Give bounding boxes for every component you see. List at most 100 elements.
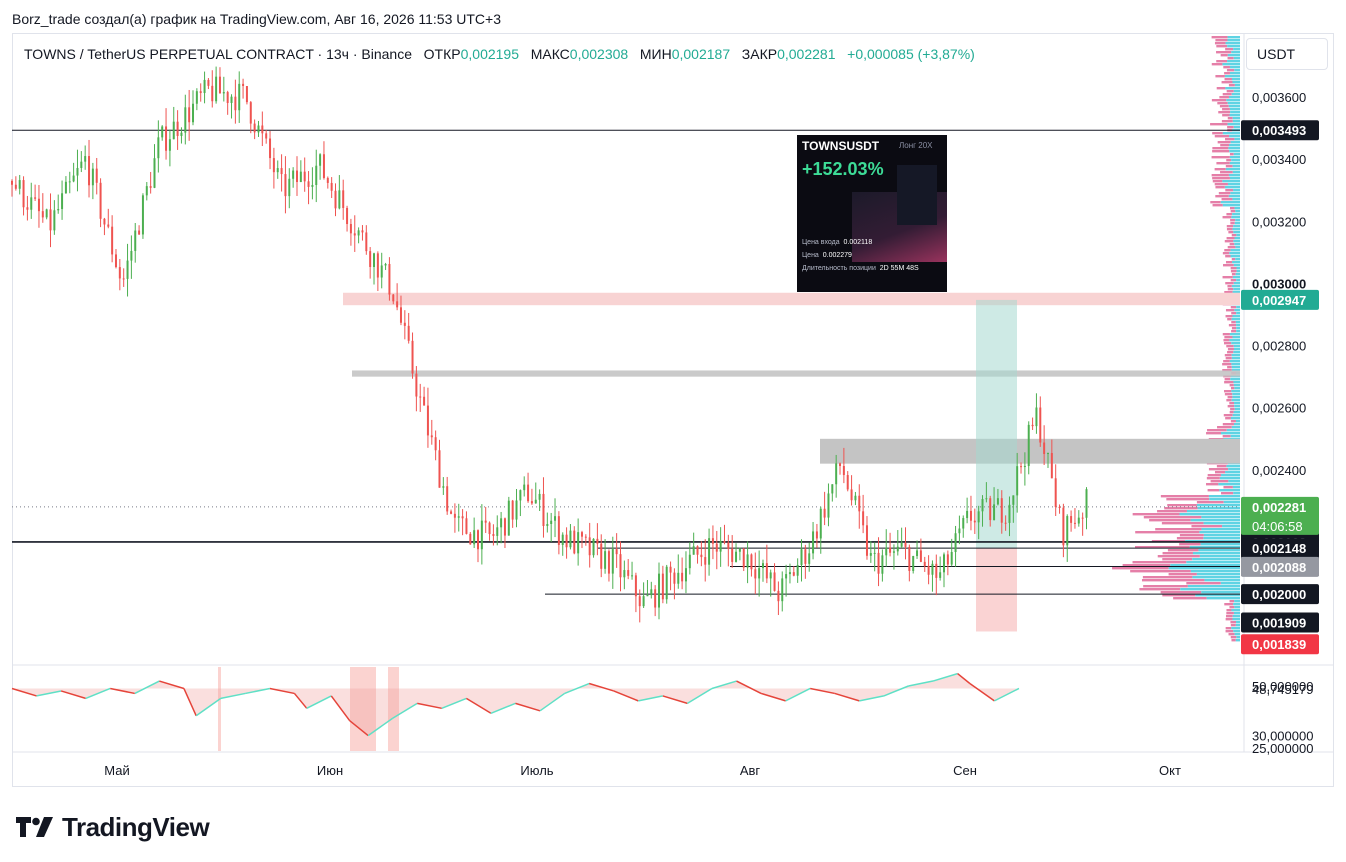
volume-profile-row-down (1225, 165, 1233, 168)
candle-body (226, 92, 229, 103)
oscillator-line-segment (932, 672, 958, 682)
volume-profile-row-up (1233, 411, 1240, 414)
volume-profile-row-up (1233, 348, 1240, 351)
oscillator-line-segment (441, 697, 467, 710)
tradingview-logo[interactable]: TradingView (16, 812, 210, 843)
volume-profile-row-up (1236, 267, 1240, 270)
volume-profile-row-down (1222, 252, 1230, 255)
oscillator-axis-tick: 50,000000 (1252, 679, 1313, 694)
price-label-teal: 0,002947 (1252, 293, 1306, 308)
zone-grey-line (352, 370, 1240, 377)
volume-profile-row-up (1227, 183, 1240, 186)
candle-body (989, 498, 992, 521)
volume-profile-row-down (1173, 597, 1207, 600)
candle-body (742, 548, 745, 568)
candle-body (904, 542, 907, 547)
volume-profile-row-up (1236, 330, 1240, 333)
candle-body (1073, 522, 1076, 524)
volume-profile-row-up (1230, 141, 1240, 144)
candle-body (342, 190, 345, 208)
oscillator-line-segment (11, 687, 37, 697)
candle-body (592, 538, 595, 556)
candle-body (584, 536, 587, 538)
candle-body (638, 596, 641, 607)
volume-profile-row-up (1230, 249, 1240, 252)
candle-body (353, 233, 356, 236)
oscillator-line-segment (883, 685, 909, 697)
candle-body (969, 510, 972, 521)
candle-body (111, 226, 114, 255)
candle-body (815, 531, 818, 539)
volume-profile-row-up (1197, 507, 1240, 510)
volume-profile-row-down (1176, 537, 1204, 540)
candle-body (95, 168, 98, 183)
candle-body (615, 549, 618, 555)
candle-body (265, 133, 268, 139)
candle-body (76, 167, 79, 176)
volume-profile-row-up (1231, 627, 1240, 630)
candle-body (211, 85, 214, 102)
volume-profile-row-down (1230, 279, 1237, 282)
candle-body (769, 572, 772, 579)
candle-body (573, 530, 576, 554)
volume-profile-row-down (1222, 114, 1230, 117)
volume-profile-row-down (1216, 45, 1228, 48)
level-price-label: 0,002000 (1252, 587, 1306, 602)
volume-profile-row-up (1226, 99, 1240, 102)
volume-profile-row-up (1236, 312, 1240, 315)
volume-profile-row-up (1192, 576, 1240, 579)
volume-profile-row-up (1219, 477, 1240, 480)
volume-profile-row-up (1233, 384, 1240, 387)
candle-body (199, 91, 202, 94)
candle-body (469, 533, 472, 545)
volume-profile-row-up (1227, 54, 1240, 57)
volume-profile-row-down (1219, 105, 1229, 108)
time-axis-tick: Авг (740, 763, 761, 778)
candle-body (319, 154, 322, 166)
volume-profile-row-up (1233, 57, 1240, 60)
legend-symbol[interactable]: TOWNS / TetherUS PERPETUAL CONTRACT · 13… (24, 46, 412, 62)
volume-profile-row-up (1225, 42, 1240, 45)
volume-profile-row-down (1211, 174, 1229, 177)
candle-body (604, 551, 607, 569)
volume-profile-row-down (1217, 102, 1228, 105)
volume-profile-row-down (1112, 567, 1169, 570)
volume-profile-row-down (1221, 492, 1234, 495)
volume-profile-row-up (1236, 306, 1240, 309)
time-axis-tick: Май (104, 763, 129, 778)
volume-profile-row-down (1142, 576, 1193, 579)
legend-high-label: МАКС (530, 46, 570, 62)
candle-body (49, 209, 52, 231)
volume-profile-row-up (1229, 114, 1240, 117)
volume-profile-row-up (1228, 144, 1240, 147)
card-pnl: +152.03% (802, 159, 884, 179)
volume-profile-row-up (1229, 339, 1240, 342)
volume-profile-row-down (1135, 546, 1190, 549)
candle-body (453, 513, 456, 518)
time-axis-tick: Окт (1159, 763, 1181, 778)
candle-body (835, 463, 838, 485)
oscillator-line-segment (515, 702, 541, 712)
volume-profile-row-up (1233, 423, 1240, 426)
candle-body (411, 340, 414, 374)
volume-profile-row-down (1220, 144, 1229, 147)
candle-body (80, 161, 83, 168)
volume-profile-row-up (1232, 165, 1240, 168)
volume-profile-row-down (1162, 558, 1193, 561)
candle-body (253, 123, 256, 133)
candle-body (607, 551, 610, 574)
oscillator-line-segment (539, 692, 566, 712)
currency-button[interactable]: USDT (1246, 38, 1328, 70)
volume-profile-row-up (1229, 162, 1240, 165)
candle-body (37, 198, 40, 212)
volume-profile-row-up (1168, 567, 1240, 570)
volume-profile-row-down (1206, 483, 1219, 486)
volume-profile-row-up (1224, 186, 1240, 189)
candle-body (761, 563, 764, 569)
volume-profile-row-down (1139, 588, 1181, 591)
volume-profile-row-up (1226, 465, 1240, 468)
oscillator-line-segment (195, 697, 222, 717)
volume-profile-row-down (1223, 414, 1233, 417)
candle-body (619, 554, 622, 578)
